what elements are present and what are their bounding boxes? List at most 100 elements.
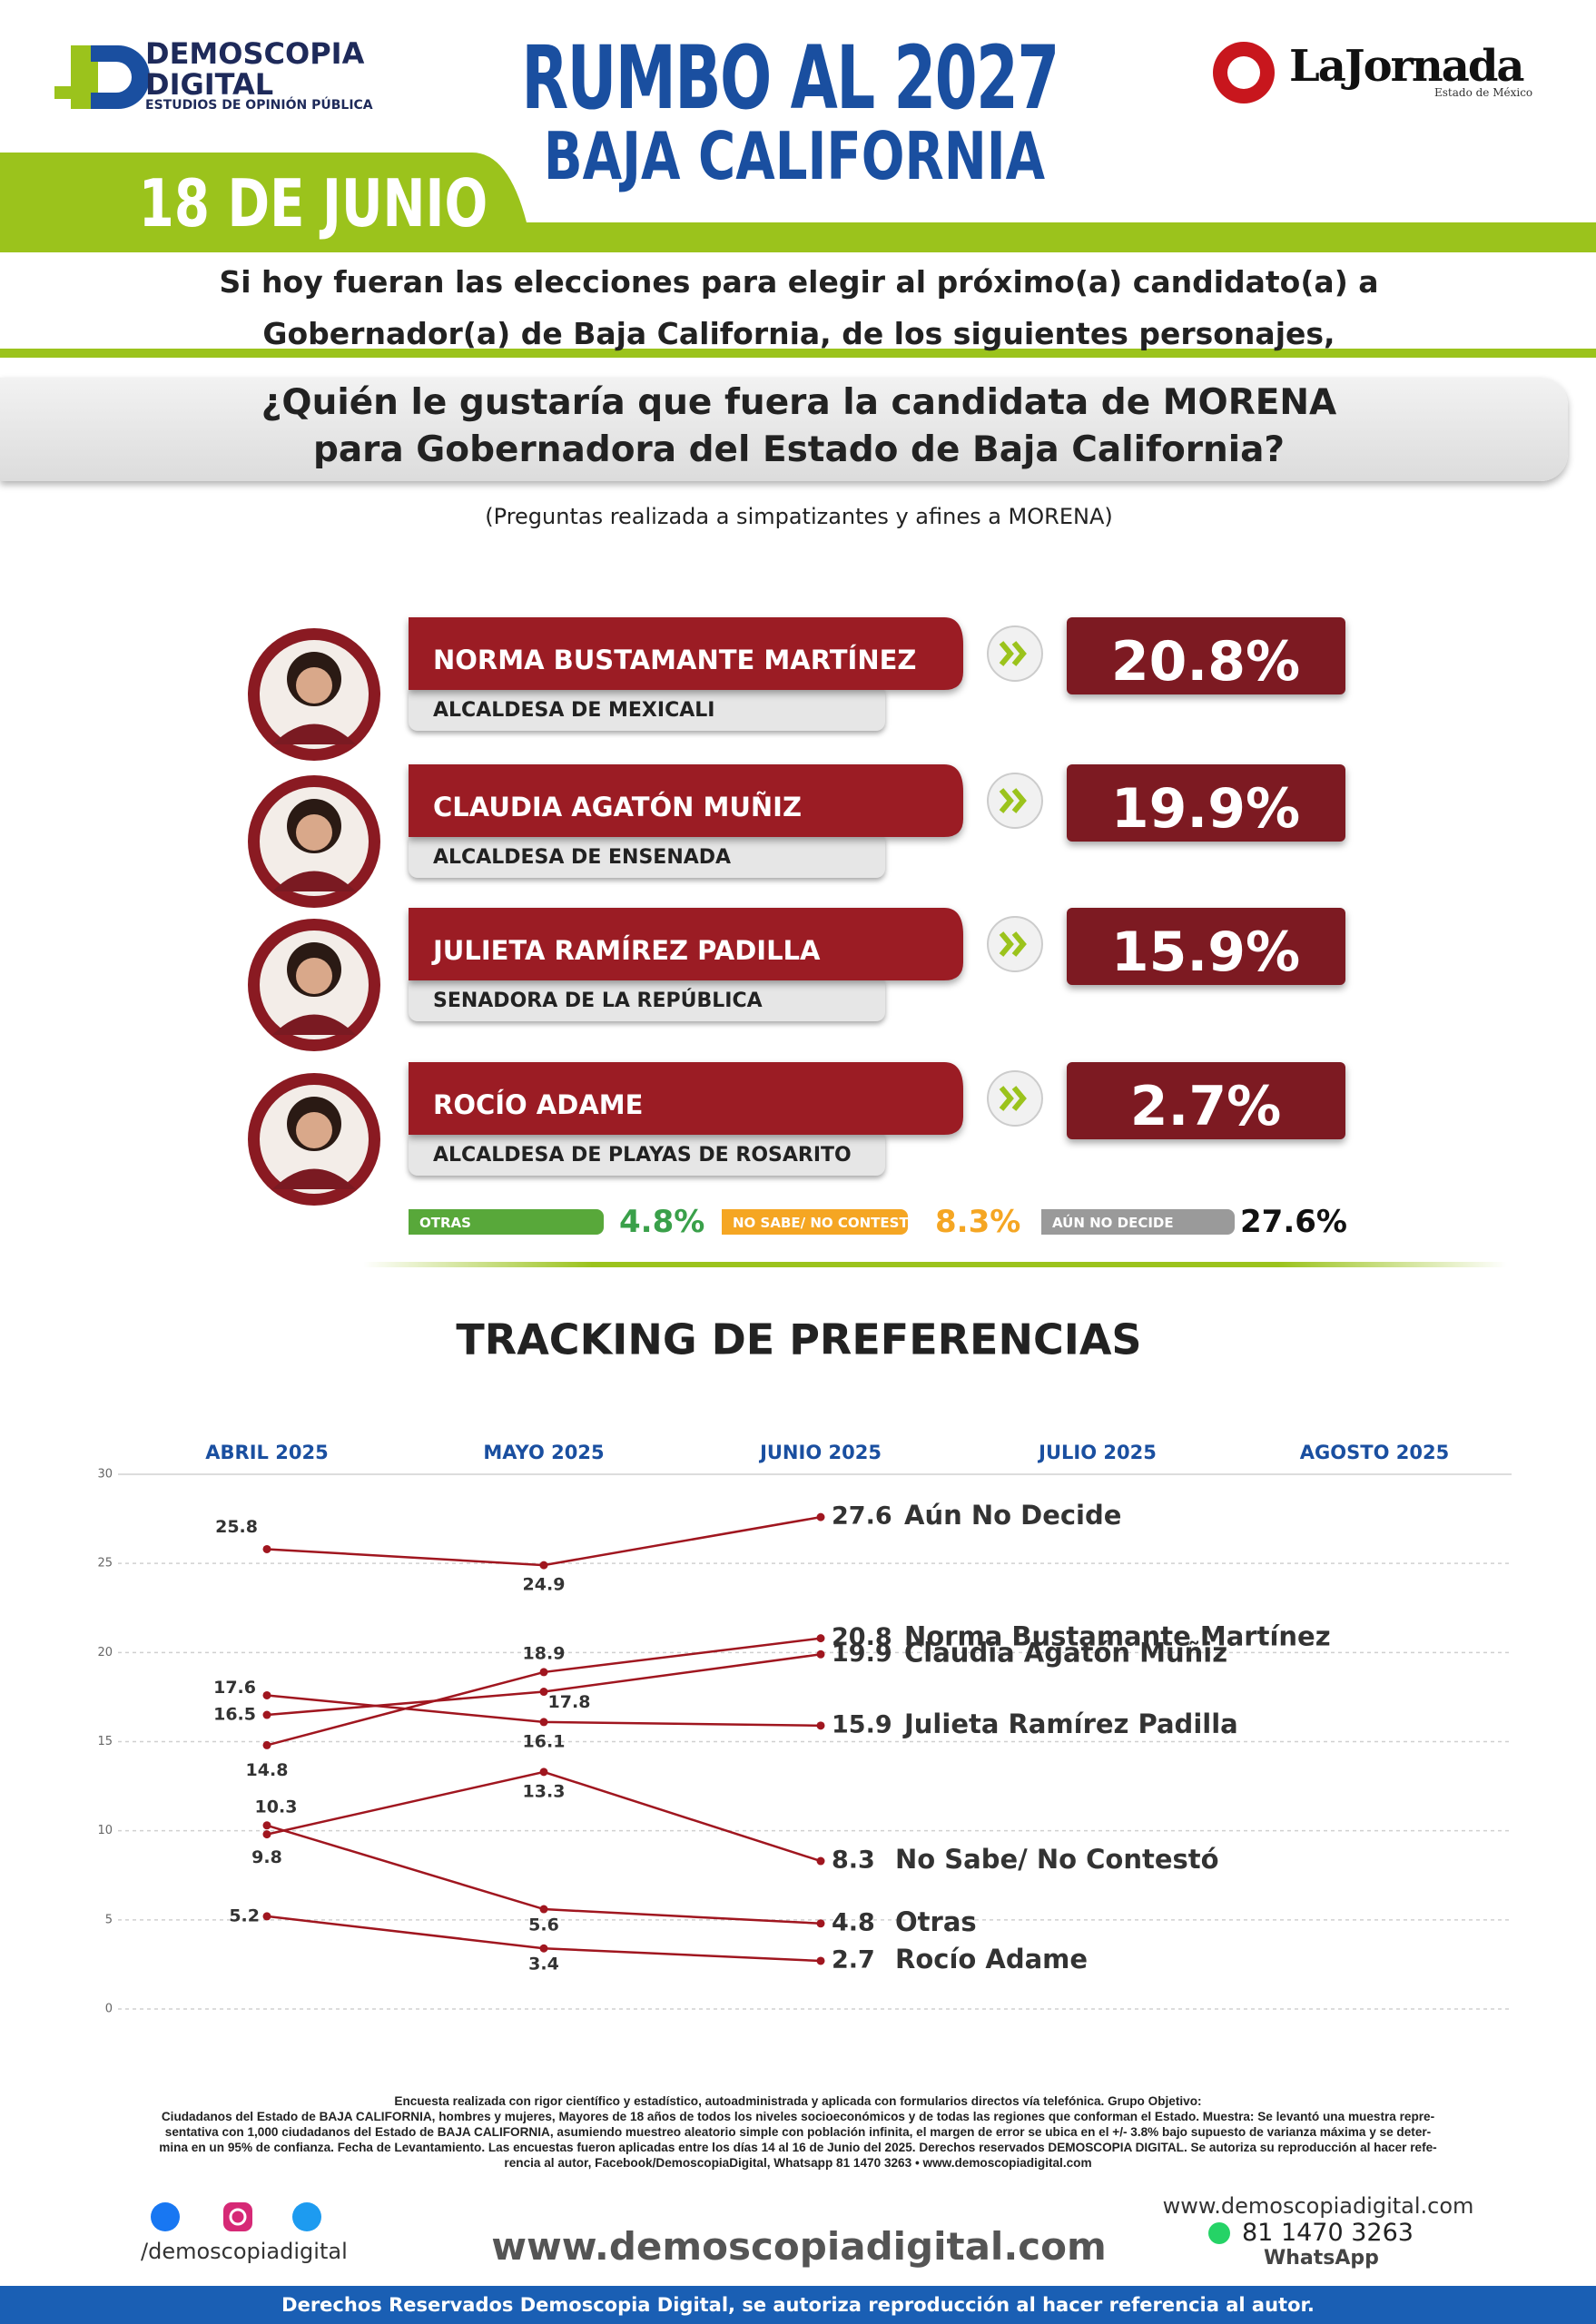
data-label: 18.9 xyxy=(523,1643,566,1663)
x-tick-label: ABRIL 2025 xyxy=(205,1442,328,1463)
candidate-graphics xyxy=(248,764,1345,908)
candidate-graphics xyxy=(248,908,1345,1051)
chart: TRACKING DE PREFERENCIAS 0 5 10 15 20 25 30 ABR… xyxy=(97,1315,1512,2016)
y-tick-label: 25 xyxy=(97,1557,113,1571)
candidate-graphics xyxy=(248,617,1345,761)
question-box xyxy=(0,378,1568,481)
point xyxy=(816,1512,825,1521)
data-label: 24.9 xyxy=(523,1575,566,1595)
name-bar xyxy=(409,908,963,980)
arrow-circle xyxy=(987,773,1043,829)
y-tick-label: 10 xyxy=(97,1824,113,1837)
main-title: RUMBO AL 2027 xyxy=(521,27,1059,129)
candidate-result: 20.8% xyxy=(1110,630,1301,694)
other-bar xyxy=(722,1209,908,1235)
candidate-name: NORMA BUSTAMANTE MARTÍNEZ xyxy=(433,645,917,675)
chart-title: TRACKING DE PREFERENCIAS xyxy=(456,1315,1141,1364)
data-label: 16.5 xyxy=(213,1705,256,1725)
candidate-name: CLAUDIA AGATÓN MUÑIZ xyxy=(433,792,802,822)
legend-label: Norma Bustamante Martínez xyxy=(904,1621,1331,1652)
y-tick-label: 20 xyxy=(97,1646,113,1659)
whatsapp-label: WhatsApp xyxy=(1264,2247,1379,2270)
point xyxy=(262,1912,271,1921)
intro-line: Si hoy fueran las elecciones para elegir… xyxy=(219,264,1379,300)
method-line: Ciudadanos del Estado de BAJA CALIFORNIA… xyxy=(161,2110,1435,2123)
point xyxy=(539,1668,548,1677)
candidate-role: ALCALDESA DE PLAYAS DE ROSARITO xyxy=(433,1144,852,1167)
instagram-icon xyxy=(229,2208,247,2226)
data-label: 9.8 xyxy=(251,1847,282,1867)
question-line: ¿Quién le gustaría que fuera la candidat… xyxy=(261,382,1337,423)
role-bar xyxy=(409,976,885,1021)
note: (Preguntas realizada a simpatizantes y a… xyxy=(485,504,1113,529)
data-label: 16.1 xyxy=(523,1731,566,1751)
other-result: 27.6% xyxy=(1240,1204,1347,1240)
subtitle: BAJA CALIFORNIA xyxy=(543,118,1046,194)
data-label: 15.9 xyxy=(832,1710,892,1738)
candidate-result: 15.9% xyxy=(1110,921,1301,984)
date: 18 DE JUNIO xyxy=(138,165,488,241)
data-label: 5.6 xyxy=(528,1915,559,1935)
arrow xyxy=(999,931,1027,957)
intro-line: Gobernador(a) de Baja California, de los… xyxy=(262,316,1335,351)
question-line: para Gobernadora del Estado de Baja Cali… xyxy=(312,429,1286,470)
point xyxy=(539,1561,548,1570)
candidate-role: ALCALDESA DE MEXICALI xyxy=(433,699,715,722)
partner-sub: Estado de México xyxy=(1434,86,1533,99)
green-rule xyxy=(0,349,1596,358)
website: www.demoscopiadigital.com xyxy=(491,2224,1107,2269)
x-tick-label: AGOSTO 2025 xyxy=(1300,1442,1449,1463)
y-tick-label: 30 xyxy=(97,1468,113,1482)
social-handle: /demoscopiadigital xyxy=(141,2239,348,2264)
other-bar xyxy=(409,1209,604,1235)
other-name: NO SABE/ NO CONTESTÓ xyxy=(733,1215,921,1231)
candidate-name: ROCÍO ADAME xyxy=(433,1089,644,1120)
candidate-name: JULIETA RAMÍREZ PADILLA xyxy=(433,935,821,966)
data-label: 5.2 xyxy=(229,1905,260,1925)
arrow xyxy=(999,641,1027,666)
photo-body xyxy=(272,1168,356,1189)
legend-label: Aún No Decide xyxy=(904,1500,1121,1531)
point xyxy=(262,1830,271,1839)
point xyxy=(539,1688,548,1697)
name-bar xyxy=(409,764,963,837)
other-result: 8.3% xyxy=(935,1204,1021,1240)
x-tick-label: MAYO 2025 xyxy=(483,1442,604,1463)
header-graphics xyxy=(0,42,1596,358)
data-label: 10.3 xyxy=(255,1797,298,1817)
data-label: 2.7 xyxy=(832,1945,875,1974)
other-name: OTRAS xyxy=(419,1215,471,1231)
brand-line: DEMOSCOPIA xyxy=(145,36,365,71)
point xyxy=(262,1690,271,1699)
candidate-role: ALCALDESA DE ENSENADA xyxy=(433,846,732,869)
candidate-role: SENADORA DE LA REPÚBLICA xyxy=(433,990,763,1012)
data-label: 17.6 xyxy=(213,1678,256,1698)
photo-face xyxy=(296,667,332,704)
method-line: mina en un 95% de confianza. Fecha de Le… xyxy=(159,2141,1437,2154)
brand-line: DIGITAL xyxy=(145,67,274,102)
section-rule xyxy=(363,1262,1507,1267)
candidate-result: 2.7% xyxy=(1129,1075,1282,1138)
photo-face xyxy=(296,958,332,994)
point xyxy=(539,1768,548,1777)
phone: 81 1470 3263 xyxy=(1242,2219,1414,2247)
legend-label: No Sabe/ No Contestó xyxy=(895,1844,1219,1875)
twitter-icon xyxy=(292,2202,321,2231)
data-label: 3.4 xyxy=(528,1955,559,1974)
point xyxy=(262,1740,271,1749)
name-bar xyxy=(409,617,963,690)
logo-d xyxy=(91,45,150,109)
photo-face xyxy=(296,814,332,851)
data-label: 8.3 xyxy=(832,1846,875,1875)
point xyxy=(816,1649,825,1659)
result-box xyxy=(1067,908,1345,985)
photo-face xyxy=(296,1112,332,1148)
point xyxy=(539,1944,548,1953)
point xyxy=(816,1856,825,1866)
x-tick-label: JUNIO 2025 xyxy=(758,1442,882,1463)
candidate-graphics xyxy=(248,1062,1345,1206)
intro: Si hoy fueran las elecciones para elegir… xyxy=(219,256,1378,359)
brand-sub: ESTUDIOS DE OPINIÓN PÚBLICA xyxy=(145,98,373,113)
role-bar xyxy=(409,685,885,731)
